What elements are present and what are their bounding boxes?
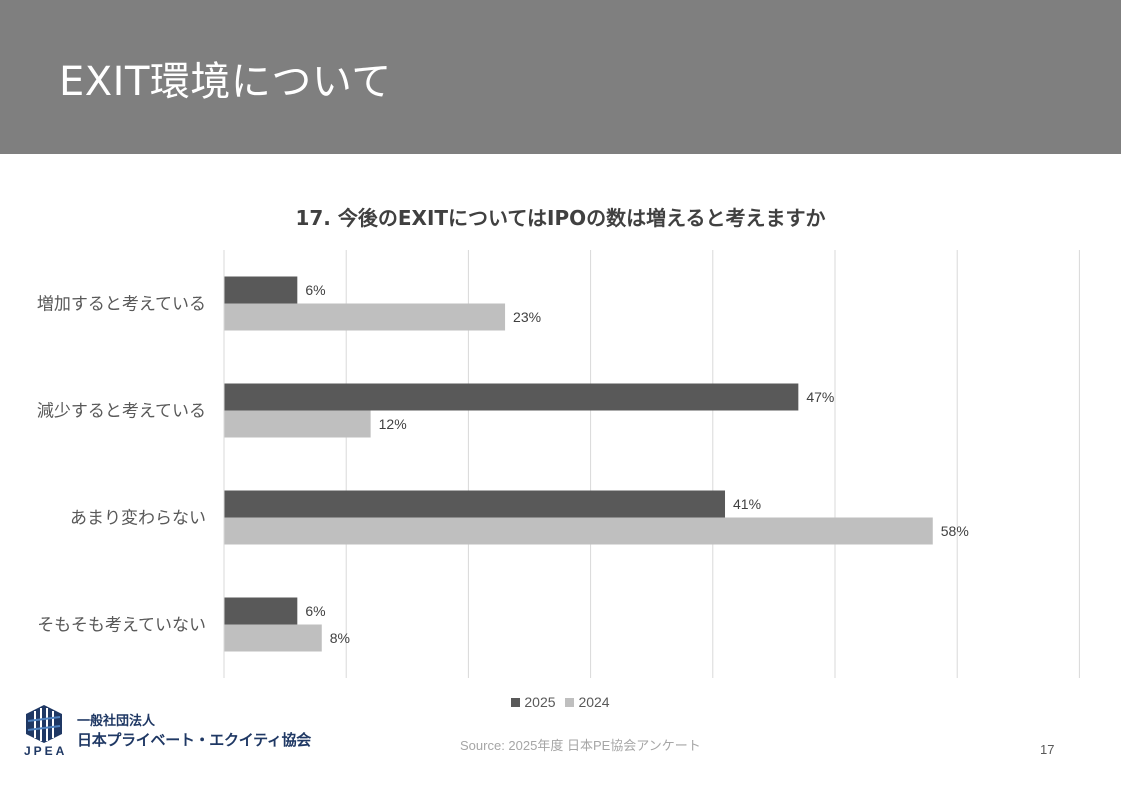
chart-legend: 2025 2024 xyxy=(0,694,1121,710)
bar-2024 xyxy=(224,517,933,545)
bar-2025 xyxy=(224,490,726,518)
logo-acronym: JPEA xyxy=(24,744,68,758)
bar-2024 xyxy=(224,624,322,652)
data-label: 8% xyxy=(330,630,350,646)
jpea-logo: JPEA 一般社団法人 日本プライベート・エクイティ協会 xyxy=(22,703,322,761)
logo-org-type: 一般社団法人 xyxy=(77,714,156,729)
chart-title: 17. 今後のEXITについてはIPOの数は増えると考えますか xyxy=(295,206,826,230)
legend-item-2024: 2024 xyxy=(565,694,610,710)
data-label: 23% xyxy=(513,309,541,325)
page-title: EXIT環境について xyxy=(59,59,392,105)
data-label: 6% xyxy=(305,282,325,298)
logo-org-name: 日本プライベート・エクイティ協会 xyxy=(77,731,312,749)
data-label: 47% xyxy=(806,389,834,405)
bar-2024 xyxy=(224,303,506,331)
category-label: あまり変わらない xyxy=(70,509,206,529)
data-label: 41% xyxy=(733,496,761,512)
legend-label-2025: 2025 xyxy=(524,694,556,710)
category-label: そもそも考えていない xyxy=(37,616,206,636)
bar-2025 xyxy=(224,597,298,625)
legend-item-2025: 2025 xyxy=(511,694,556,710)
data-label: 58% xyxy=(941,523,969,539)
bar-2025 xyxy=(224,383,799,411)
legend-label-2024: 2024 xyxy=(578,694,610,710)
bar-2024 xyxy=(224,410,371,438)
page-number: 17 xyxy=(1040,742,1055,757)
category-label: 増加すると考えている xyxy=(37,295,206,315)
jpea-logo-mark-icon xyxy=(26,705,62,743)
source-note: Source: 2025年度 日本PE協会アンケート xyxy=(460,738,701,753)
legend-swatch-2025 xyxy=(511,698,521,707)
category-label: 減少すると考えている xyxy=(37,402,206,422)
bar-2025 xyxy=(224,276,298,304)
header-bar: EXIT環境について xyxy=(0,0,1121,154)
data-label: 12% xyxy=(379,416,407,432)
legend-swatch-2024 xyxy=(565,698,575,707)
data-label: 6% xyxy=(305,603,325,619)
